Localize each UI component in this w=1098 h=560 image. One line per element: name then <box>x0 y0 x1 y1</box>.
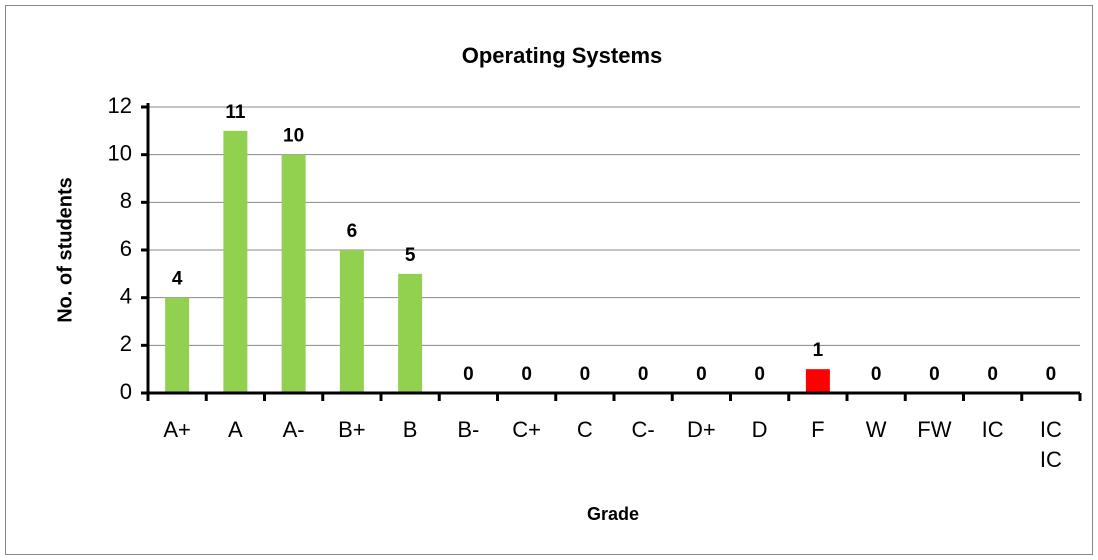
chart-title: Operating Systems <box>462 43 663 68</box>
x-tick-label: C+ <box>512 417 541 442</box>
data-label: 6 <box>347 221 358 242</box>
data-label: 0 <box>521 364 532 385</box>
data-label: 0 <box>871 364 882 385</box>
x-tick-label: F <box>811 417 825 442</box>
y-tick-label: 6 <box>120 236 132 261</box>
bar <box>223 130 248 394</box>
bar <box>805 369 830 393</box>
x-tick-label: FW <box>917 417 952 442</box>
y-tick-label: 8 <box>120 188 132 213</box>
x-tick-label: B <box>402 417 418 442</box>
data-label: 0 <box>638 364 649 385</box>
x-tick-label: B+ <box>338 417 366 442</box>
y-tick-label: 0 <box>120 379 132 404</box>
data-label: 0 <box>463 364 474 385</box>
data-label: 11 <box>225 102 246 123</box>
data-label: 0 <box>580 364 591 385</box>
data-label: 0 <box>1046 364 1057 385</box>
x-tick-label: B- <box>457 417 480 442</box>
y-axis-label: No. of students <box>54 177 76 323</box>
x-tick-label: C- <box>631 417 655 442</box>
x-tick-label: W <box>865 417 887 442</box>
y-tick-label: 10 <box>108 140 132 165</box>
x-tick-label: IC <box>981 417 1004 442</box>
x-tick-label: IC IC <box>1039 417 1062 472</box>
data-label: 4 <box>172 269 183 290</box>
x-tick-label: C <box>576 417 593 442</box>
bar <box>339 250 364 393</box>
bar <box>398 273 423 393</box>
data-label: 10 <box>283 126 304 147</box>
bar <box>281 154 306 393</box>
data-label: 5 <box>405 245 416 266</box>
x-tick-label: D <box>751 417 768 442</box>
x-tick-label: A- <box>282 417 305 442</box>
x-tick-label: A <box>228 417 243 442</box>
x-tick-label: A+ <box>163 417 191 442</box>
x-axis-label: Grade <box>587 504 639 524</box>
data-label: 0 <box>929 364 940 385</box>
data-label: 0 <box>754 364 765 385</box>
data-label: 0 <box>696 364 707 385</box>
y-tick-label: 2 <box>120 331 132 356</box>
y-tick-label: 12 <box>108 93 132 118</box>
chart-border <box>5 5 1093 555</box>
y-tick-label: 4 <box>120 283 132 308</box>
data-label: 0 <box>987 364 998 385</box>
data-label: 1 <box>813 340 824 361</box>
x-tick-label: D+ <box>687 417 716 442</box>
bar <box>165 297 190 393</box>
